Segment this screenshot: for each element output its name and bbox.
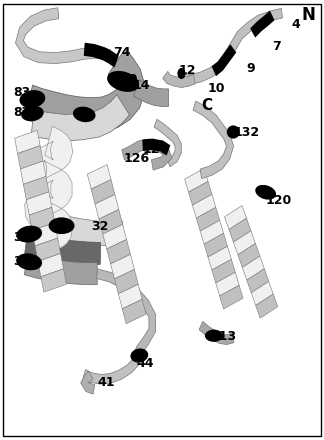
Polygon shape bbox=[32, 223, 58, 246]
Polygon shape bbox=[25, 233, 101, 264]
Ellipse shape bbox=[16, 226, 42, 242]
Polygon shape bbox=[196, 207, 220, 231]
Text: 7: 7 bbox=[272, 40, 281, 53]
Polygon shape bbox=[17, 146, 43, 169]
Ellipse shape bbox=[49, 217, 75, 234]
Ellipse shape bbox=[255, 185, 276, 200]
Text: 74: 74 bbox=[113, 46, 131, 59]
Text: 126: 126 bbox=[123, 152, 149, 165]
Polygon shape bbox=[110, 254, 134, 279]
Polygon shape bbox=[212, 259, 235, 283]
Polygon shape bbox=[185, 169, 208, 192]
Polygon shape bbox=[193, 101, 234, 179]
Text: 127: 127 bbox=[143, 143, 169, 156]
Text: 10: 10 bbox=[207, 81, 225, 95]
Polygon shape bbox=[247, 269, 269, 293]
Polygon shape bbox=[26, 192, 52, 215]
Polygon shape bbox=[225, 205, 247, 230]
Polygon shape bbox=[251, 282, 273, 305]
Polygon shape bbox=[199, 322, 234, 345]
Polygon shape bbox=[114, 269, 138, 294]
Polygon shape bbox=[212, 44, 236, 76]
Polygon shape bbox=[35, 238, 61, 261]
Polygon shape bbox=[97, 269, 156, 361]
Text: 33: 33 bbox=[13, 231, 30, 244]
Polygon shape bbox=[154, 119, 181, 167]
Text: 44: 44 bbox=[136, 356, 154, 370]
Polygon shape bbox=[233, 231, 255, 255]
Polygon shape bbox=[103, 224, 127, 249]
Text: 120: 120 bbox=[266, 194, 292, 207]
Polygon shape bbox=[242, 256, 264, 280]
Polygon shape bbox=[31, 95, 129, 141]
Polygon shape bbox=[95, 194, 119, 219]
Polygon shape bbox=[134, 80, 168, 106]
Polygon shape bbox=[81, 371, 95, 394]
Text: 12: 12 bbox=[178, 64, 196, 77]
Polygon shape bbox=[31, 208, 124, 246]
Ellipse shape bbox=[131, 348, 148, 363]
Polygon shape bbox=[26, 48, 146, 133]
Polygon shape bbox=[122, 299, 146, 324]
Text: 14: 14 bbox=[133, 79, 150, 92]
Ellipse shape bbox=[178, 68, 186, 79]
Polygon shape bbox=[24, 253, 97, 285]
Polygon shape bbox=[29, 207, 55, 231]
Text: 70: 70 bbox=[120, 73, 137, 86]
Polygon shape bbox=[181, 8, 283, 84]
Polygon shape bbox=[41, 269, 66, 292]
Polygon shape bbox=[163, 71, 195, 88]
Ellipse shape bbox=[16, 253, 42, 270]
Polygon shape bbox=[142, 139, 170, 156]
Text: 32: 32 bbox=[91, 220, 108, 233]
Polygon shape bbox=[208, 246, 231, 270]
Ellipse shape bbox=[205, 330, 223, 342]
Text: 87: 87 bbox=[13, 106, 30, 119]
Ellipse shape bbox=[73, 106, 96, 122]
Polygon shape bbox=[99, 209, 123, 234]
Polygon shape bbox=[84, 43, 119, 67]
Polygon shape bbox=[220, 285, 243, 309]
Polygon shape bbox=[107, 239, 131, 264]
Text: 86: 86 bbox=[75, 108, 92, 121]
Polygon shape bbox=[256, 294, 278, 318]
Text: 36: 36 bbox=[13, 255, 30, 268]
Polygon shape bbox=[20, 161, 46, 184]
Text: 41: 41 bbox=[97, 376, 115, 389]
Text: 113: 113 bbox=[211, 330, 237, 343]
Polygon shape bbox=[23, 176, 49, 200]
Polygon shape bbox=[204, 233, 227, 257]
Ellipse shape bbox=[107, 71, 139, 92]
Polygon shape bbox=[38, 253, 64, 277]
Text: 9: 9 bbox=[246, 62, 255, 75]
Text: 83: 83 bbox=[13, 86, 30, 99]
Polygon shape bbox=[216, 272, 239, 296]
Ellipse shape bbox=[227, 125, 240, 139]
Text: N: N bbox=[301, 7, 315, 24]
Polygon shape bbox=[238, 243, 260, 268]
Polygon shape bbox=[83, 358, 138, 384]
Ellipse shape bbox=[21, 106, 44, 121]
Text: 132: 132 bbox=[233, 125, 260, 139]
Polygon shape bbox=[16, 8, 111, 63]
Text: C: C bbox=[201, 98, 212, 113]
Ellipse shape bbox=[19, 90, 45, 108]
Polygon shape bbox=[250, 11, 274, 37]
Polygon shape bbox=[122, 139, 172, 170]
Polygon shape bbox=[15, 130, 40, 154]
Polygon shape bbox=[229, 218, 251, 242]
Polygon shape bbox=[189, 181, 212, 205]
Polygon shape bbox=[200, 220, 224, 244]
Polygon shape bbox=[91, 180, 115, 204]
Text: 4: 4 bbox=[292, 18, 300, 31]
Polygon shape bbox=[87, 165, 111, 189]
Polygon shape bbox=[192, 194, 216, 218]
Polygon shape bbox=[25, 126, 73, 252]
Polygon shape bbox=[118, 284, 142, 309]
